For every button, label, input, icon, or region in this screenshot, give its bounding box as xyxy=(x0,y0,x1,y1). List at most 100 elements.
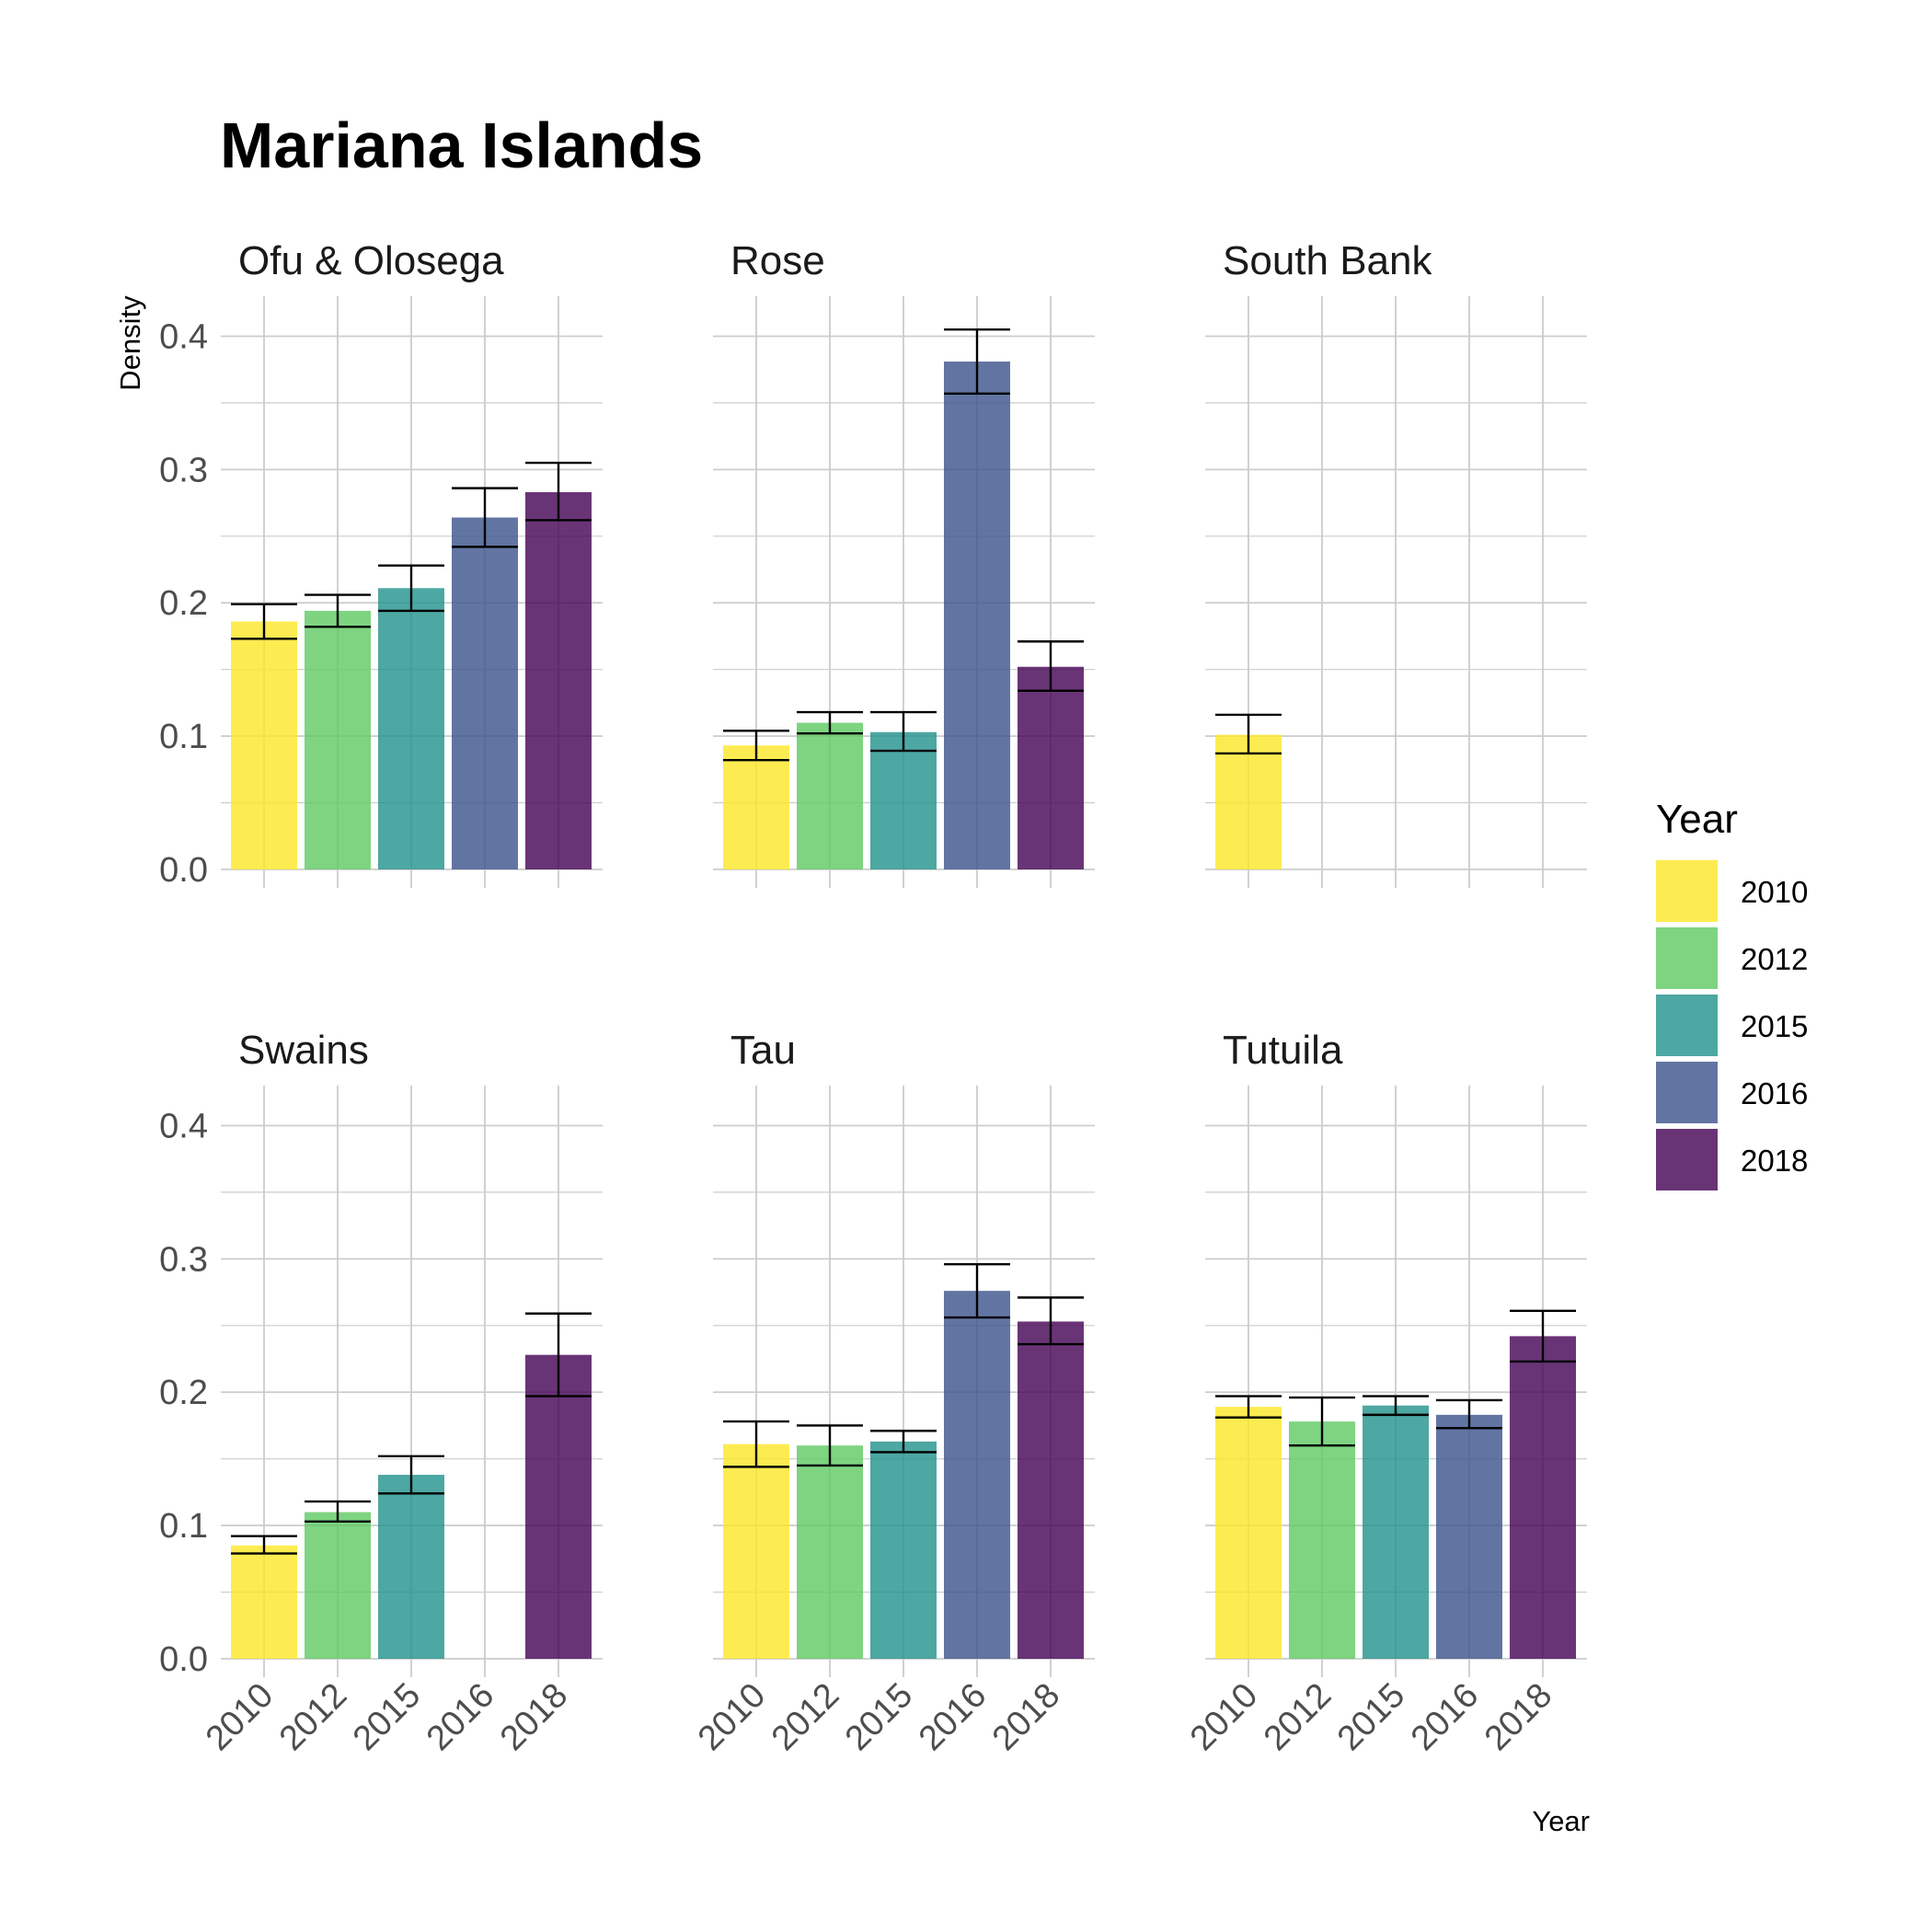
bar-tau-2015 xyxy=(870,1441,937,1659)
x-tick-label: 2010 xyxy=(199,1676,281,1758)
legend-swatch-2015 xyxy=(1656,995,1718,1056)
legend-item-2010: 2010 xyxy=(1656,860,1808,922)
error-bar-tau-2016 xyxy=(944,1262,1010,1319)
legend-label-2016: 2016 xyxy=(1741,1076,1808,1110)
x-tick-label: 2016 xyxy=(1404,1676,1486,1758)
facet-label-south-bank: South Bank xyxy=(1223,238,1432,283)
bar-tau-2010 xyxy=(723,1443,789,1659)
error-bar-ofu-and-olosega-2015 xyxy=(378,564,444,613)
y-tick-label: 0.3 xyxy=(159,1240,208,1279)
panel-rose: Rose xyxy=(713,238,1095,888)
error-bar-rose-2016 xyxy=(944,328,1010,395)
x-tick-label: 2012 xyxy=(765,1676,846,1758)
bar-tutuila-2018 xyxy=(1510,1336,1576,1659)
legend-item-2016: 2016 xyxy=(1656,1062,1808,1123)
x-tick-label: 2016 xyxy=(420,1676,501,1758)
x-tick-label: 2010 xyxy=(1183,1676,1265,1758)
bar-ofu-and-olosega-2012 xyxy=(305,610,371,869)
legend-item-2018: 2018 xyxy=(1656,1129,1808,1190)
legend: Year 2010 2012 2015 2016 2018 xyxy=(1656,797,1808,1190)
panel-south-bank: South Bank xyxy=(1205,238,1587,888)
error-bar-south-bank-2010 xyxy=(1215,713,1282,755)
facet-panels: Ofu & Olosega 0.0 0.1 0.2 0.3 0.4 Rose South Ba… xyxy=(159,238,1587,1758)
bar-swains-2015 xyxy=(378,1475,444,1659)
bar-tutuila-2010 xyxy=(1215,1407,1282,1659)
y-tick-label: 0.0 xyxy=(159,851,208,890)
legend-swatch-2018 xyxy=(1656,1129,1718,1190)
facet-label-ofu-and-olosega: Ofu & Olosega xyxy=(238,238,504,283)
x-tick-label: 2015 xyxy=(838,1676,920,1758)
error-bar-rose-2010 xyxy=(723,730,789,762)
x-tick-label: 2012 xyxy=(1257,1676,1339,1758)
x-tick-label: 2018 xyxy=(985,1676,1067,1758)
bar-tau-2016 xyxy=(944,1291,1010,1659)
legend-label-2018: 2018 xyxy=(1741,1144,1808,1178)
y-tick-label: 0.2 xyxy=(159,584,208,623)
y-tick-label: 0.0 xyxy=(159,1640,208,1679)
panel-swains: Swains 0.0 0.1 0.2 0.3 0.4 2010201220152016201… xyxy=(159,1028,603,1758)
error-bar-tau-2012 xyxy=(797,1424,863,1467)
bar-tau-2018 xyxy=(1018,1321,1084,1659)
legend-label-2010: 2010 xyxy=(1741,875,1808,909)
legend-item-2012: 2012 xyxy=(1656,927,1808,989)
legend-swatch-2012 xyxy=(1656,927,1718,989)
panel-ofu-and-olosega: Ofu & Olosega 0.0 0.1 0.2 0.3 0.4 xyxy=(159,238,603,890)
error-bar-swains-2015 xyxy=(378,1455,444,1495)
x-tick-label: 2012 xyxy=(272,1676,354,1758)
bar-swains-2018 xyxy=(525,1354,592,1659)
bar-rose-2010 xyxy=(723,745,789,869)
error-bar-rose-2018 xyxy=(1018,640,1084,693)
y-tick-label: 0.1 xyxy=(159,1507,208,1546)
bar-tau-2012 xyxy=(797,1445,863,1659)
error-bar-ofu-and-olosega-2016 xyxy=(452,487,518,548)
x-tick-label: 2018 xyxy=(493,1676,575,1758)
x-tick-label: 2015 xyxy=(1330,1676,1412,1758)
bar-swains-2010 xyxy=(231,1545,297,1659)
bar-swains-2012 xyxy=(305,1512,371,1659)
x-tick-label: 2016 xyxy=(912,1676,994,1758)
error-bar-ofu-and-olosega-2010 xyxy=(231,603,297,640)
error-bar-ofu-and-olosega-2012 xyxy=(305,593,371,628)
bar-rose-2012 xyxy=(797,722,863,869)
bar-ofu-and-olosega-2016 xyxy=(452,517,518,869)
error-bar-tutuila-2018 xyxy=(1510,1309,1576,1363)
chart-title: Mariana Islands xyxy=(220,109,703,181)
bar-tutuila-2012 xyxy=(1289,1421,1355,1659)
bar-tutuila-2016 xyxy=(1436,1414,1502,1659)
error-bar-rose-2015 xyxy=(870,710,937,753)
y-axis-label: Density xyxy=(114,295,146,391)
y-tick-label: 0.4 xyxy=(159,1107,208,1145)
bar-tutuila-2015 xyxy=(1363,1405,1429,1659)
error-bar-tau-2010 xyxy=(723,1420,789,1468)
error-bar-rose-2012 xyxy=(797,710,863,735)
legend-item-2015: 2015 xyxy=(1656,995,1808,1056)
x-tick-label: 2015 xyxy=(346,1676,428,1758)
legend-swatch-2016 xyxy=(1656,1062,1718,1123)
legend-label-2015: 2015 xyxy=(1741,1009,1808,1043)
legend-swatch-2010 xyxy=(1656,860,1718,922)
bar-ofu-and-olosega-2018 xyxy=(525,491,592,869)
error-bar-swains-2010 xyxy=(231,1535,297,1555)
error-bar-swains-2012 xyxy=(305,1500,371,1523)
legend-label-2012: 2012 xyxy=(1741,942,1808,976)
facet-label-tau: Tau xyxy=(730,1028,796,1073)
x-axis-label: Year xyxy=(1532,1805,1590,1837)
legend-title: Year xyxy=(1656,797,1738,842)
facet-label-swains: Swains xyxy=(238,1028,369,1073)
bar-ofu-and-olosega-2015 xyxy=(378,588,444,869)
facet-label-rose: Rose xyxy=(730,238,825,283)
error-bar-tau-2015 xyxy=(870,1430,937,1454)
error-bar-tutuila-2015 xyxy=(1363,1395,1429,1417)
legend-items: 2010 2012 2015 2016 2018 xyxy=(1656,860,1808,1190)
facet-label-tutuila: Tutuila xyxy=(1223,1028,1343,1073)
error-bar-tutuila-2012 xyxy=(1289,1396,1355,1447)
bar-ofu-and-olosega-2010 xyxy=(231,621,297,869)
y-tick-label: 0.3 xyxy=(159,451,208,489)
error-bar-tau-2018 xyxy=(1018,1296,1084,1346)
y-tick-label: 0.1 xyxy=(159,718,208,756)
bar-rose-2018 xyxy=(1018,666,1084,869)
y-tick-label: 0.2 xyxy=(159,1374,208,1412)
